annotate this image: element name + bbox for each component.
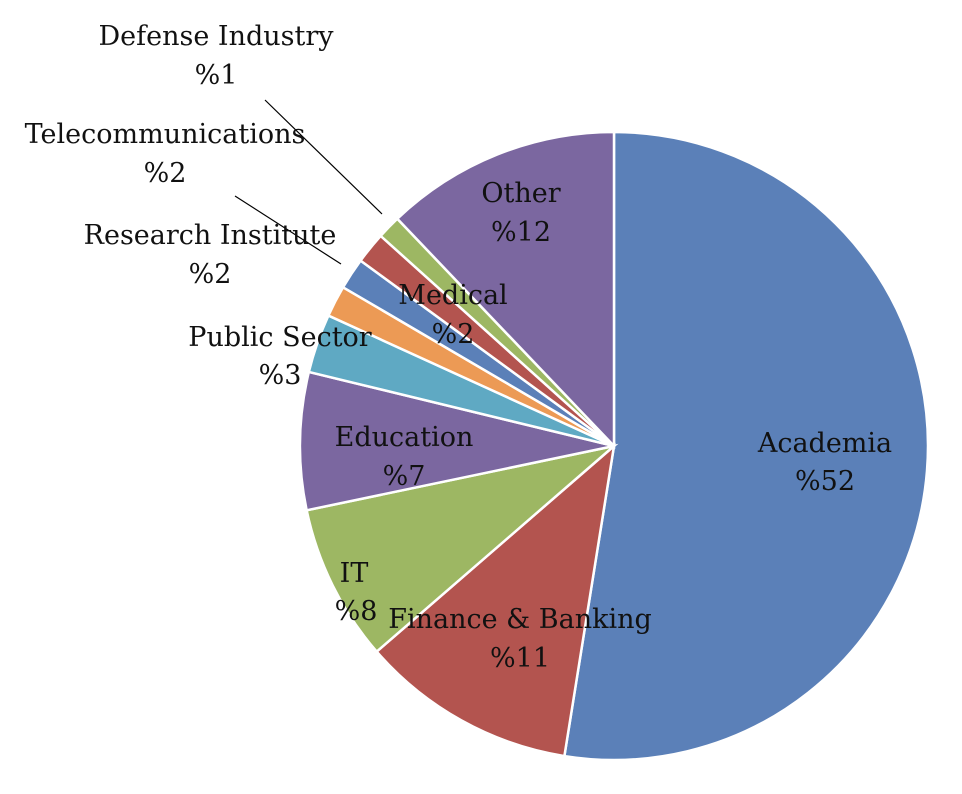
slice-labels: Academia %52 Finance & Banking %11 IT %8… (25, 21, 893, 674)
label-other-value: %12 (491, 217, 551, 248)
label-other-name: Other (481, 178, 560, 209)
leader-line-telecommunications (234, 195, 342, 265)
label-it-value: %8 (335, 596, 378, 627)
label-research-institute-name: Research Institute (84, 220, 337, 251)
label-defense-industry-name: Defense Industry (99, 21, 335, 52)
label-telecommunications-name: Telecommunications (25, 119, 306, 150)
label-academia-value: %52 (795, 466, 855, 497)
label-research-institute-value: %2 (189, 259, 232, 290)
label-finance-banking-name: Finance & Banking (388, 604, 652, 635)
label-public-sector-name: Public Sector (188, 322, 372, 353)
pie-slice-other (395, 130, 616, 450)
label-education-value: %7 (383, 461, 426, 492)
pie-slice-it (305, 443, 619, 654)
label-education-name: Education (335, 422, 474, 453)
label-medical-name: Medical (398, 280, 507, 311)
pie-slice-finance-banking (374, 442, 616, 758)
leader-lines (234, 99, 383, 265)
label-finance-banking-value: %11 (490, 643, 550, 674)
label-defense-industry-value: %1 (195, 60, 238, 91)
pie-slice-academia (562, 130, 930, 762)
label-academia-name: Academia (757, 428, 892, 459)
pie-slices (298, 130, 930, 762)
label-medical-value: %2 (432, 319, 475, 350)
pie-slice-education (298, 370, 615, 512)
label-telecommunications-value: %2 (144, 158, 187, 189)
leader-line-defense-industry (264, 99, 383, 215)
label-public-sector-value: %3 (259, 360, 302, 391)
label-it-name: IT (340, 558, 369, 589)
